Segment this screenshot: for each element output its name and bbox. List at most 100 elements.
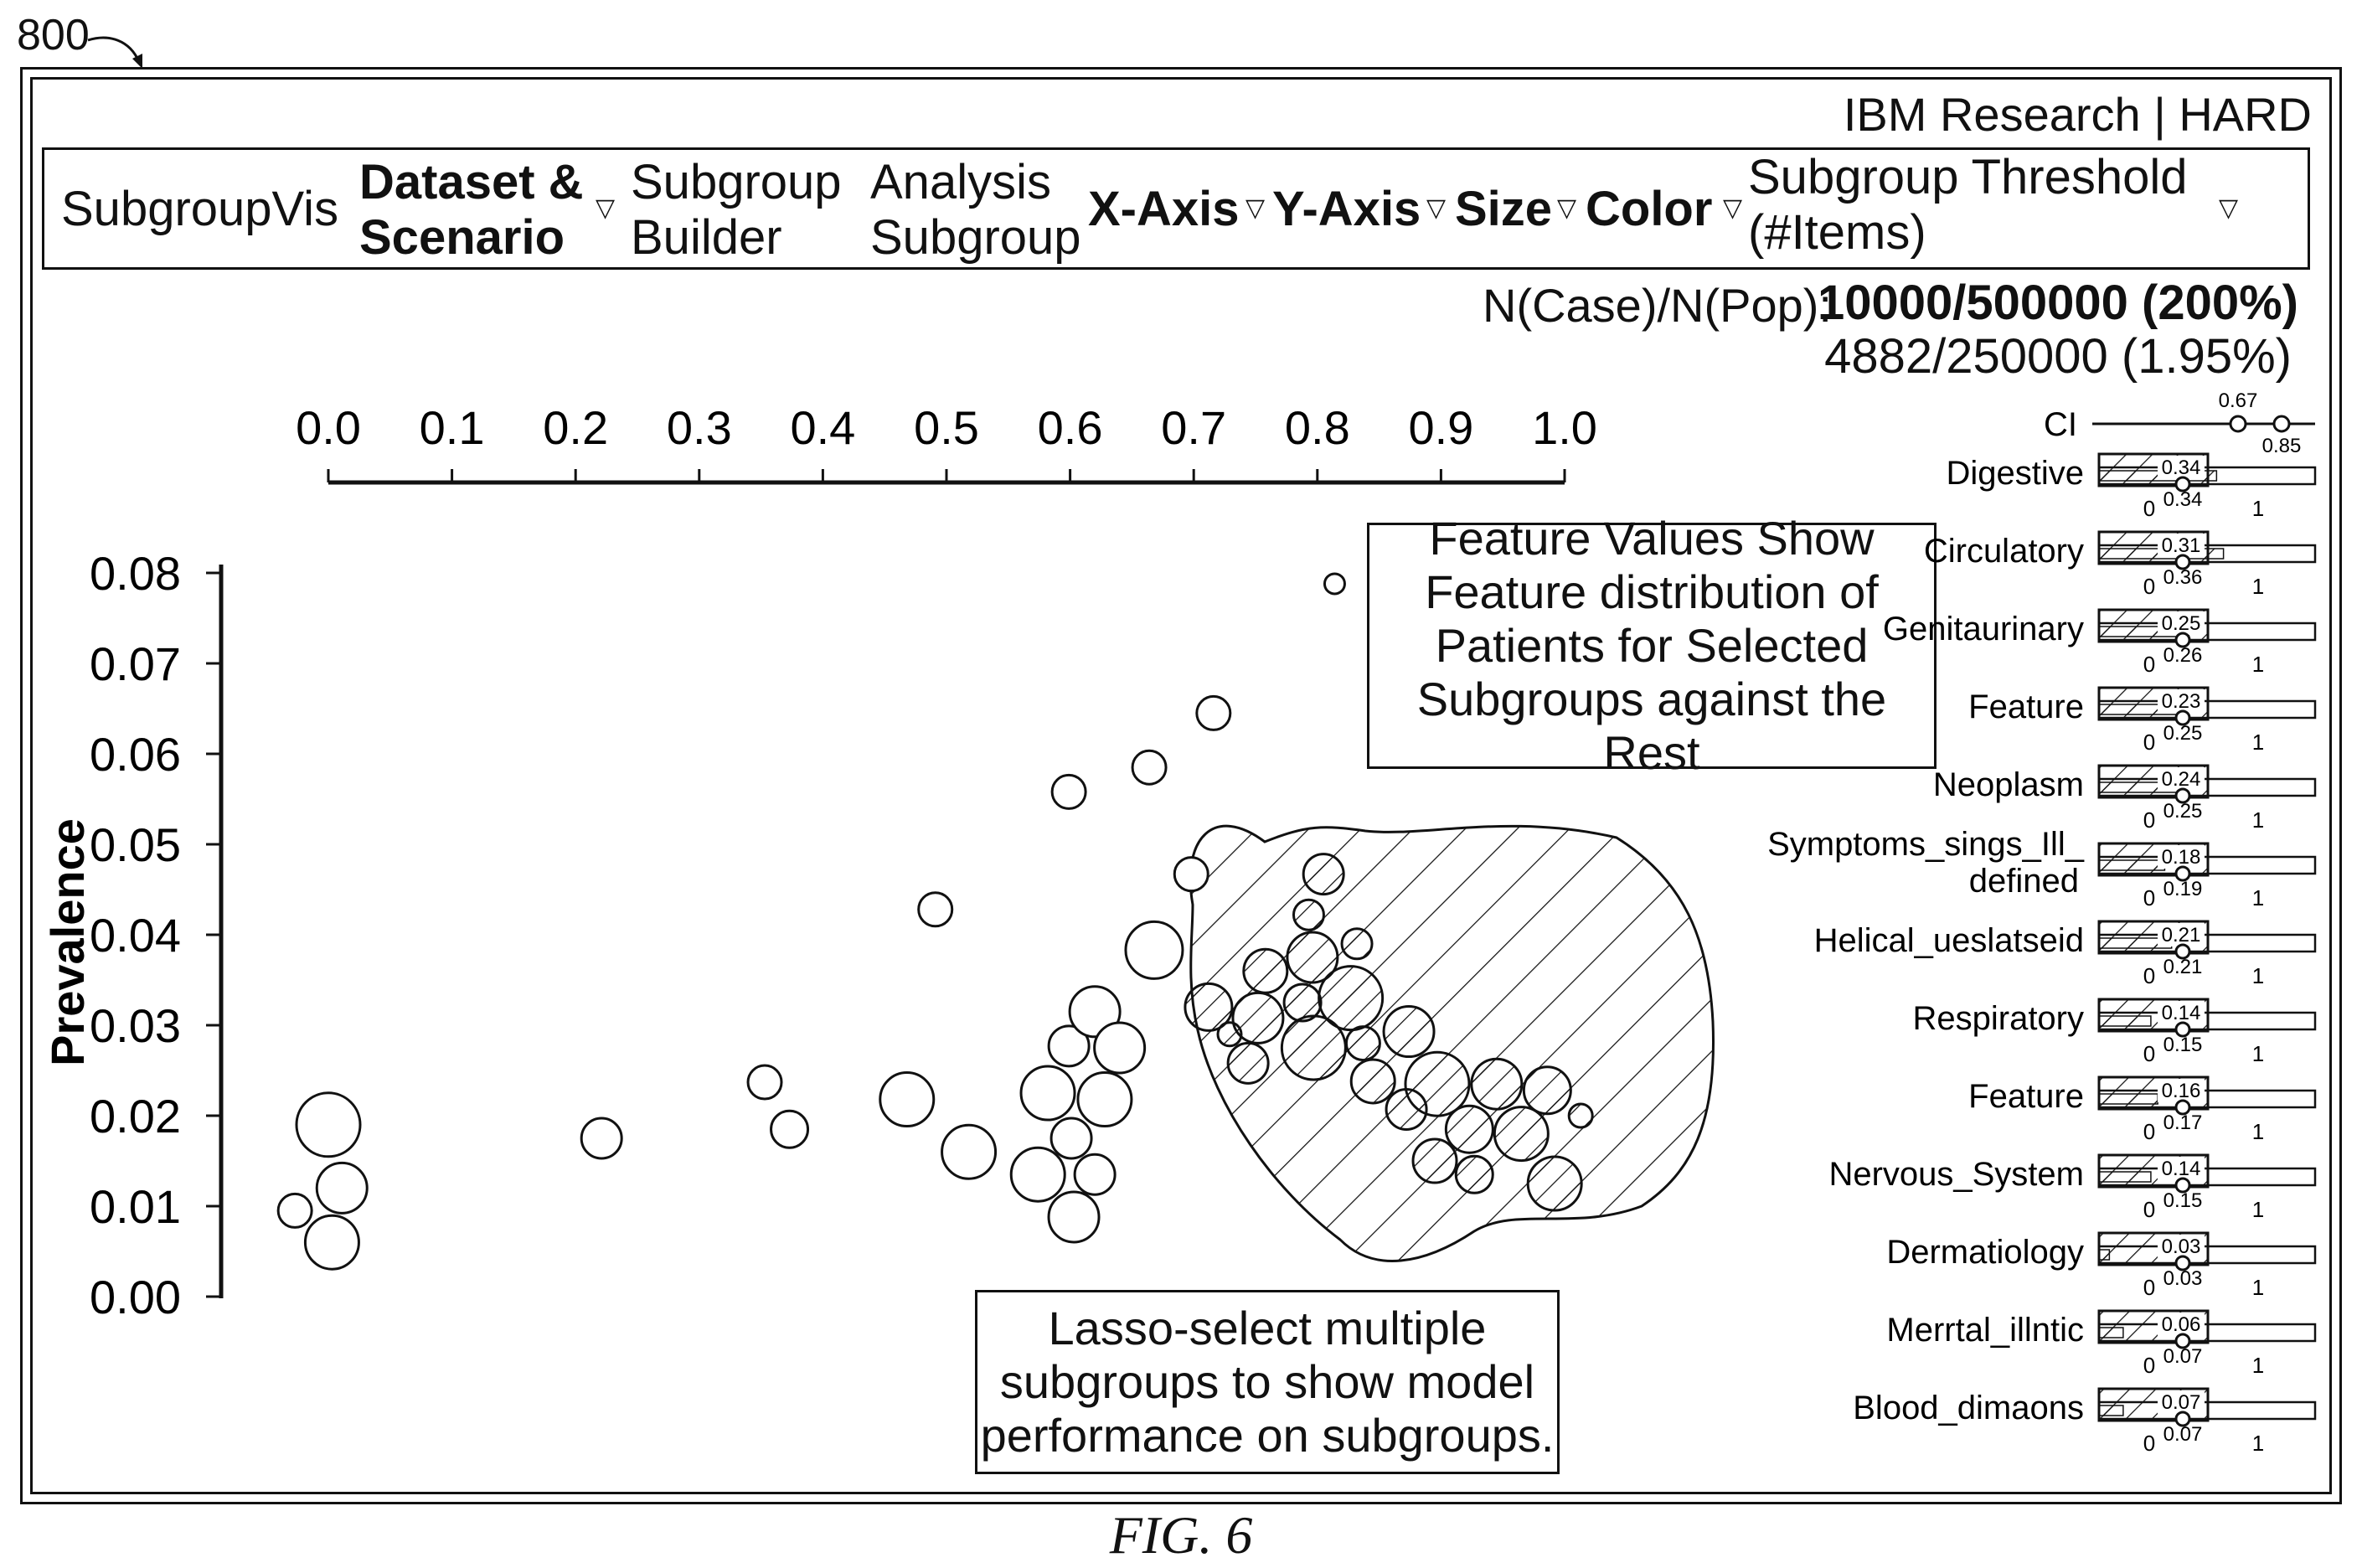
- x-tick-label: 0.8: [1285, 401, 1350, 454]
- subgroup-point[interactable]: [303, 1214, 360, 1271]
- subgroup-point[interactable]: [1173, 856, 1209, 893]
- selected-case-ratio: 10000/500000 (200%): [1817, 276, 2298, 330]
- subgroup-point[interactable]: [1047, 1190, 1101, 1244]
- selected-subgroup-point[interactable]: [1522, 1065, 1572, 1116]
- selected-subgroup-point[interactable]: [1184, 982, 1234, 1032]
- selected-subgroup-point[interactable]: [1526, 1155, 1583, 1212]
- rest-case-ratio: 4882/250000 (1.95%): [1824, 329, 2292, 384]
- selected-subgroup-point[interactable]: [1444, 1104, 1494, 1154]
- subgroup-point[interactable]: [1131, 749, 1168, 786]
- subgroup-point[interactable]: [1019, 1065, 1076, 1122]
- x-axis-menu[interactable]: X-Axis: [1088, 182, 1240, 236]
- subgroup-point[interactable]: [1124, 920, 1184, 980]
- y-tick-label: 0.03: [90, 999, 181, 1052]
- subgroup-point[interactable]: [1076, 1071, 1133, 1128]
- threshold-dropdown-icon[interactable]: ▽: [2219, 194, 2239, 222]
- x-tick-label: 0.5: [914, 401, 979, 454]
- size-menu[interactable]: Size: [1455, 182, 1553, 236]
- dataset-scenario-label-2: Scenario: [359, 210, 565, 265]
- selected-subgroup-point[interactable]: [1226, 1041, 1270, 1085]
- y-axis-menu[interactable]: Y-Axis: [1272, 182, 1421, 236]
- dataset-dropdown-icon[interactable]: ▽: [596, 194, 616, 222]
- subgroup-point[interactable]: [917, 891, 954, 928]
- dataset-scenario-menu[interactable]: Dataset & Scenario: [359, 155, 584, 266]
- subgroup-threshold-label-2: (#Items): [1748, 205, 1926, 260]
- toolbar: SubgroupVis Dataset & Scenario ▽ Subgrou…: [42, 147, 2310, 270]
- subgroup-threshold-label-1: Subgroup Threshold: [1748, 150, 2188, 204]
- x-axis: 0.0 0.1 0.2 0.3 0.4 0.5 0.6 0.7 0.8 0.9 1.0: [296, 401, 1597, 485]
- selected-subgroup-point[interactable]: [1280, 1014, 1347, 1081]
- selected-subgroup-point[interactable]: [1349, 1058, 1396, 1105]
- subgroup-point[interactable]: [941, 1123, 998, 1180]
- subgroup-point[interactable]: [1049, 1117, 1093, 1160]
- size-dropdown-icon[interactable]: ▽: [1557, 194, 1577, 222]
- x-tick-label: 1.0: [1532, 401, 1597, 454]
- app-window-outer-frame: [20, 67, 2342, 1504]
- y-tick-label: 0.06: [90, 728, 181, 781]
- selected-subgroup-point[interactable]: [1216, 1021, 1243, 1048]
- selected-subgroup-point[interactable]: [1302, 853, 1345, 896]
- subgroup-point[interactable]: [1050, 773, 1087, 810]
- x-tick-label: 0.0: [296, 401, 361, 454]
- selected-subgroup-point[interactable]: [1470, 1057, 1524, 1111]
- feature-values-note: Feature Values Show Feature distribution…: [1367, 512, 1937, 779]
- case-population-label: N(Case)/N(Pop):: [1483, 279, 1832, 332]
- subgroup-point[interactable]: [295, 1091, 362, 1158]
- x-tick-label: 0.3: [667, 401, 732, 454]
- selected-subgroup-point[interactable]: [1382, 1005, 1436, 1059]
- subgroup-point[interactable]: [1323, 572, 1346, 596]
- subgroup-point[interactable]: [1093, 1021, 1147, 1075]
- x-tick-label: 0.4: [790, 401, 855, 454]
- x-tick-label: 0.7: [1161, 401, 1226, 454]
- feature-note-line: Feature distribution of: [1425, 565, 1879, 618]
- x-axis-dropdown-icon[interactable]: ▽: [1245, 194, 1266, 222]
- subgroup-point[interactable]: [276, 1192, 313, 1229]
- feature-note-line: Feature Values Show: [1429, 512, 1875, 565]
- subgroup-point[interactable]: [1009, 1146, 1066, 1203]
- y-axis-dropdown-icon[interactable]: ▽: [1426, 194, 1447, 222]
- lasso-note-line: performance on subgroups.: [980, 1409, 1555, 1462]
- color-menu[interactable]: Color: [1586, 182, 1713, 236]
- feature-note-line: Subgroups against the Rest: [1416, 673, 1887, 779]
- app-window: [30, 77, 2332, 1494]
- subgroup-points[interactable]: [276, 572, 1594, 1271]
- analysis-subgroup-menu[interactable]: Analysis Subgroup: [870, 155, 1081, 266]
- subgroup-builder-label-1: Subgroup: [631, 155, 842, 209]
- subgroup-point[interactable]: [746, 1064, 783, 1101]
- app-name: SubgroupVis: [61, 182, 339, 236]
- figure-reference-number: 800: [17, 11, 90, 59]
- subgroup-builder-label-2: Builder: [631, 210, 782, 265]
- lasso-note-line: Lasso-select multiple: [1048, 1302, 1487, 1354]
- analysis-subgroup-label-1: Analysis: [870, 155, 1051, 209]
- lasso-selection-region[interactable]: [1189, 824, 1715, 1262]
- selected-subgroup-point[interactable]: [1493, 1106, 1550, 1163]
- subgroup-point[interactable]: [580, 1117, 623, 1160]
- subgroup-point[interactable]: [1047, 1024, 1091, 1068]
- selected-subgroup-point[interactable]: [1344, 1025, 1381, 1062]
- selected-subgroup-point[interactable]: [1385, 1087, 1428, 1131]
- subgroup-point[interactable]: [1073, 1153, 1117, 1196]
- selected-subgroup-point[interactable]: [1454, 1154, 1494, 1194]
- subgroup-point[interactable]: [1195, 694, 1232, 731]
- selected-subgroup-point[interactable]: [1231, 991, 1285, 1044]
- subgroup-builder-menu[interactable]: Subgroup Builder: [631, 155, 842, 266]
- color-dropdown-icon[interactable]: ▽: [1723, 194, 1743, 222]
- y-axis: 0.00 0.01 0.02 0.03 0.04 0.05 0.06 0.07 0.08: [90, 547, 224, 1323]
- subgroup-threshold-menu[interactable]: Subgroup Threshold (#Items): [1748, 150, 2188, 260]
- x-tick-label: 0.6: [1038, 401, 1103, 454]
- selected-subgroup-point[interactable]: [1411, 1137, 1458, 1184]
- x-tick-label: 0.2: [543, 401, 608, 454]
- x-tick-label: 0.9: [1408, 401, 1473, 454]
- selected-subgroup-point[interactable]: [1567, 1102, 1594, 1129]
- subgroup-point[interactable]: [1068, 985, 1122, 1039]
- subgroup-point[interactable]: [879, 1071, 936, 1128]
- selected-subgroup-point[interactable]: [1242, 947, 1289, 994]
- reference-arrow-icon: [87, 36, 142, 69]
- selected-subgroup-point[interactable]: [1340, 927, 1374, 961]
- subgroup-point[interactable]: [315, 1161, 369, 1215]
- lasso-select-note: Lasso-select multiple subgroups to show …: [975, 1290, 1560, 1474]
- selected-subgroup-point[interactable]: [1286, 931, 1339, 984]
- selected-subgroup-point[interactable]: [1292, 898, 1325, 931]
- subgroup-point[interactable]: [770, 1109, 810, 1149]
